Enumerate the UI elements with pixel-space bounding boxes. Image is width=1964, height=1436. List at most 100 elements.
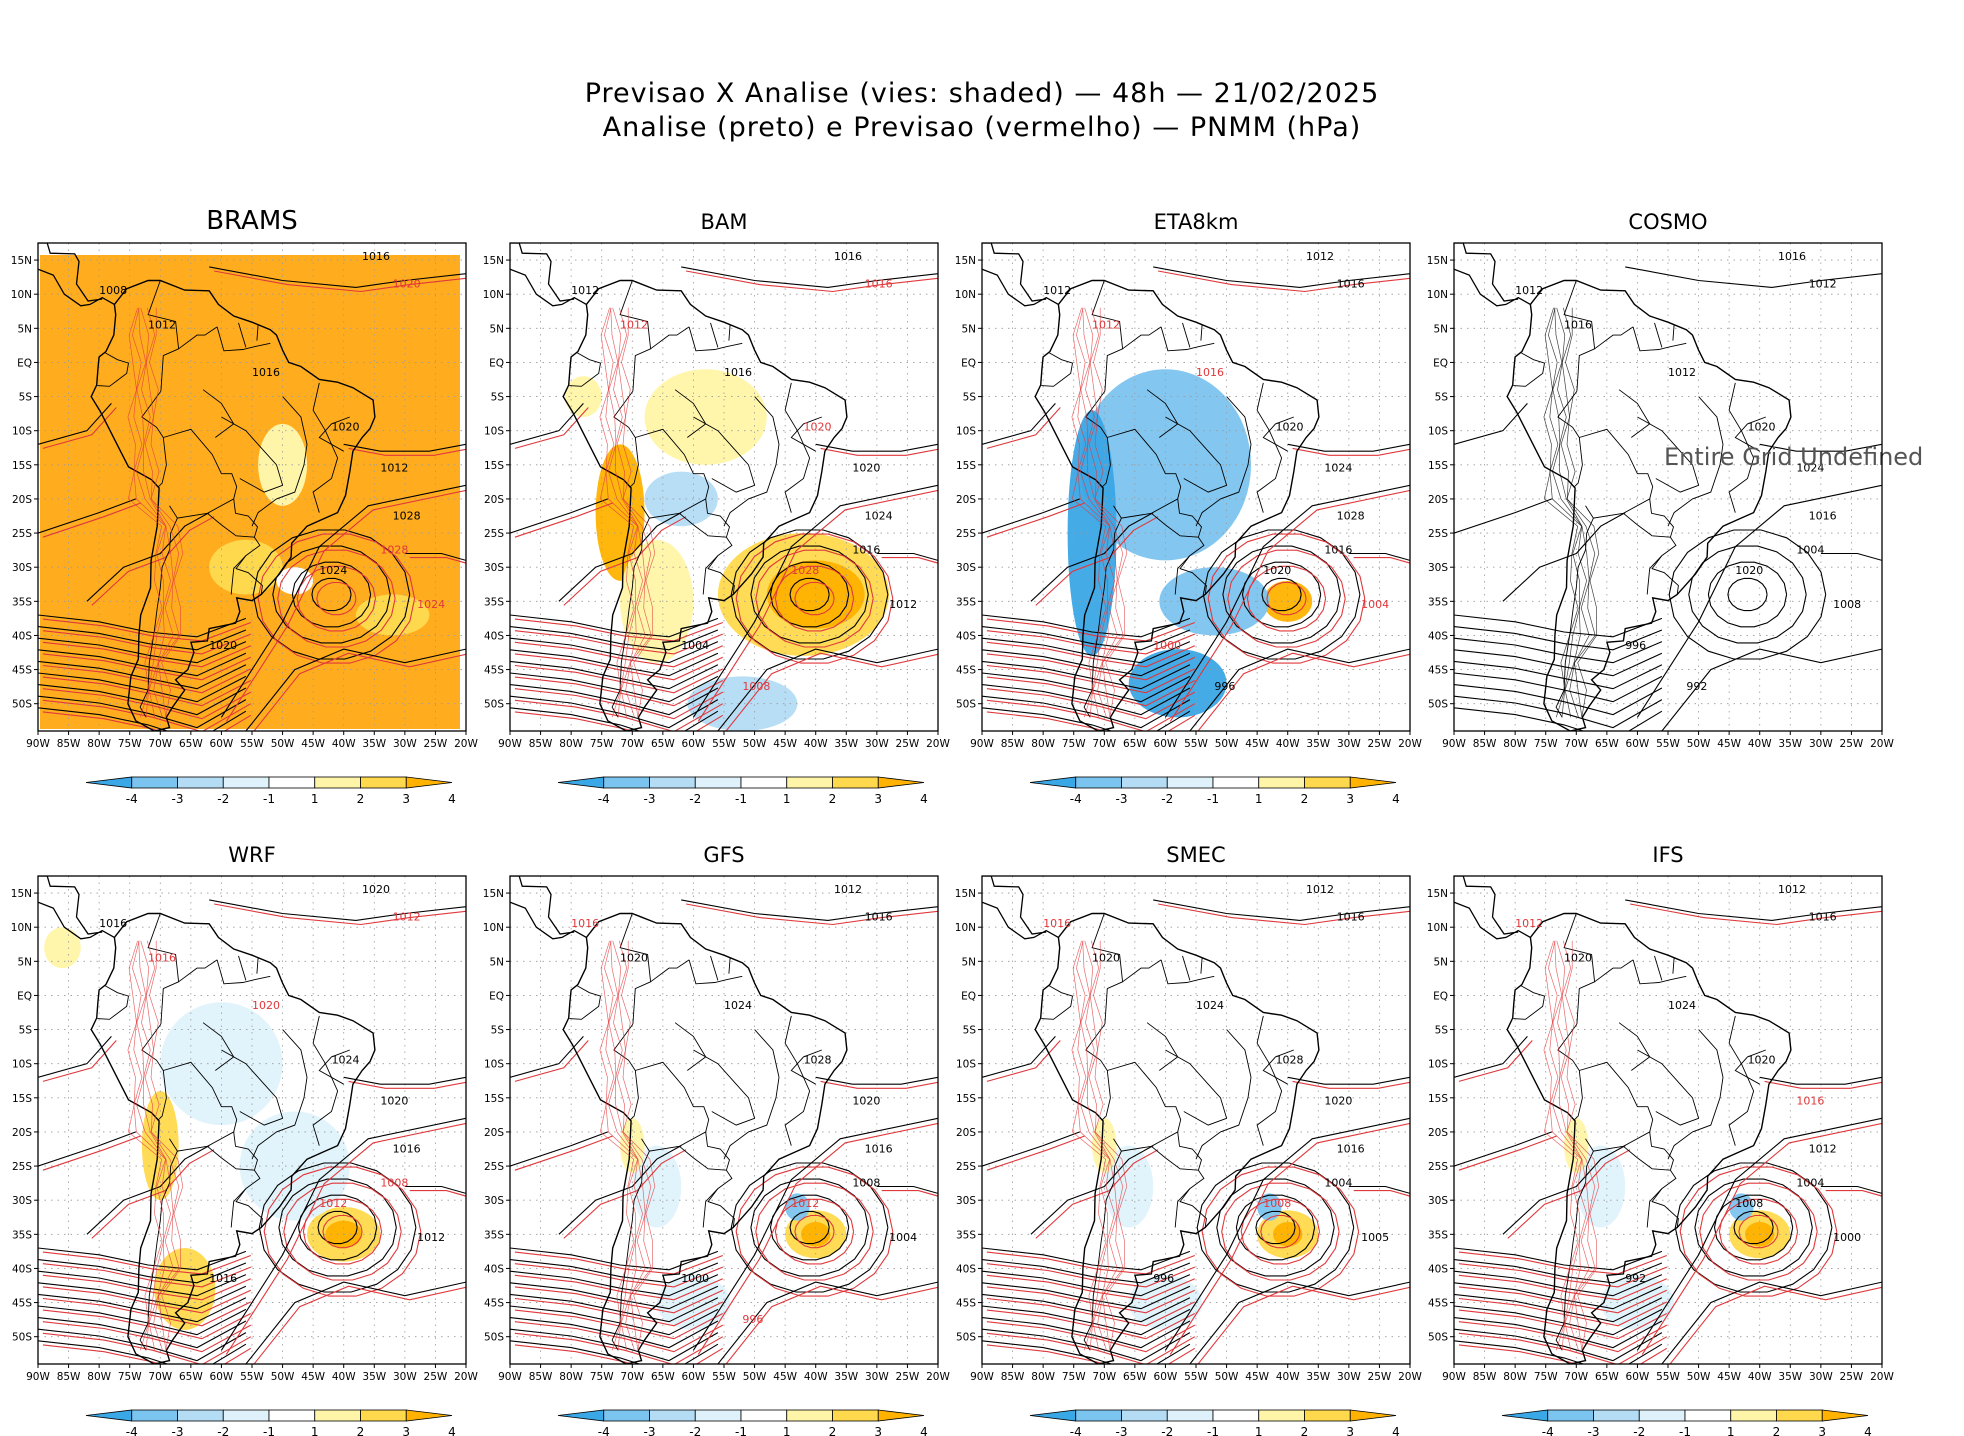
colorbar-swatch bbox=[1547, 1409, 1594, 1422]
lon-tick-label: 80W bbox=[1503, 1371, 1527, 1383]
lat-tick-label: 25S bbox=[956, 1161, 976, 1173]
analysis-isobar bbox=[982, 403, 1056, 445]
analysis-isobar bbox=[730, 1162, 889, 1293]
lat-tick-label: 10N bbox=[1427, 289, 1448, 301]
isobar-label: 1012 bbox=[1043, 284, 1071, 297]
colorbar-swatch bbox=[1029, 1409, 1077, 1422]
isobar-label: 1004 bbox=[889, 1231, 917, 1244]
isobar-label: 1012 bbox=[620, 318, 648, 331]
lon-tick-label: 60W bbox=[1626, 738, 1650, 750]
lon-tick-label: 80W bbox=[1031, 1371, 1055, 1383]
south-america-coastline bbox=[90, 912, 376, 1364]
colorbar-swatch bbox=[603, 776, 650, 789]
lon-tick-label: 45W bbox=[773, 1371, 797, 1383]
panel-bam: BAM1016101610121012101610201020102410281… bbox=[483, 210, 951, 806]
analysis-isobar bbox=[510, 1293, 719, 1323]
andes-contour bbox=[1548, 940, 1583, 1351]
lat-tick-label: 35S bbox=[12, 596, 32, 608]
isobar-label: 996 bbox=[1153, 1272, 1174, 1285]
lon-tick-label: 60W bbox=[1154, 738, 1178, 750]
andes-contour bbox=[1543, 940, 1579, 1351]
analysis-isobar bbox=[1820, 1185, 1882, 1194]
country-border bbox=[1083, 517, 1122, 718]
lon-tick-label: 90W bbox=[1442, 738, 1466, 750]
analysis-isobar bbox=[510, 1328, 719, 1362]
lat-tick-label: 15S bbox=[484, 460, 504, 472]
analysis-isobar bbox=[1287, 1076, 1410, 1085]
analysis-isobar bbox=[1454, 1293, 1663, 1323]
country-border bbox=[1151, 1131, 1203, 1171]
forecast-isobar bbox=[735, 533, 894, 664]
country-border bbox=[147, 913, 180, 1025]
lon-tick-label: 70W bbox=[620, 1371, 644, 1383]
colorbar-label: -3 bbox=[644, 1425, 656, 1436]
lon-tick-label: 30W bbox=[393, 738, 417, 750]
lon-tick-label: 20W bbox=[1870, 738, 1894, 750]
lat-tick-label: 15N bbox=[955, 255, 976, 267]
analysis-isobar bbox=[220, 484, 466, 718]
lat-tick-label: 30S bbox=[12, 1195, 32, 1207]
andes-contour bbox=[1565, 940, 1600, 1351]
country-border bbox=[790, 416, 822, 452]
analysis-isobar bbox=[982, 1293, 1191, 1323]
panel-title: COSMO bbox=[1628, 210, 1707, 234]
forecast-isobar bbox=[1458, 1297, 1668, 1327]
isobar-label: 1016 bbox=[1564, 318, 1592, 331]
lat-tick-label: EQ bbox=[489, 357, 504, 369]
colorbar-swatch bbox=[1258, 1409, 1305, 1422]
south-america-coastline bbox=[90, 279, 376, 731]
andes-contour bbox=[1552, 307, 1587, 718]
isobar-label: 1024 bbox=[1324, 462, 1352, 475]
country-border bbox=[1623, 1131, 1675, 1171]
country-border bbox=[1151, 498, 1203, 538]
analysis-isobar bbox=[38, 660, 247, 690]
lat-tick-label: 10S bbox=[484, 426, 504, 438]
colorbar-label: 3 bbox=[874, 1425, 882, 1436]
analysis-isobar bbox=[297, 1194, 378, 1261]
andes-contour bbox=[144, 307, 180, 718]
colorbar-label: 2 bbox=[1301, 1425, 1309, 1436]
analysis-isobar bbox=[311, 577, 352, 612]
analysis-isobar bbox=[876, 1185, 938, 1194]
analysis-isobar bbox=[510, 1036, 584, 1078]
isobar-label: 1016 bbox=[865, 1142, 893, 1155]
forecast-isobar bbox=[685, 903, 938, 926]
colorbar-label: 2 bbox=[1301, 792, 1309, 806]
lat-tick-label: 40S bbox=[12, 1263, 32, 1275]
lon-tick-label: 45W bbox=[1245, 1371, 1269, 1383]
andes-contour bbox=[616, 940, 652, 1351]
lon-tick-label: 50W bbox=[1215, 738, 1239, 750]
isobar-label: 1024 bbox=[724, 999, 752, 1012]
analysis-isobar bbox=[1625, 266, 1882, 288]
andes-contour bbox=[1080, 307, 1115, 718]
lat-tick-label: 15N bbox=[1427, 888, 1448, 900]
country-border bbox=[784, 1015, 811, 1146]
country-border bbox=[569, 352, 602, 387]
lon-tick-label: 70W bbox=[1564, 738, 1588, 750]
forecast-isobar bbox=[1197, 652, 1410, 731]
country-border bbox=[1646, 536, 1677, 595]
lon-tick-label: 75W bbox=[118, 1371, 142, 1383]
country-border bbox=[97, 985, 130, 1020]
colorbar-label: 3 bbox=[1818, 1425, 1826, 1436]
lat-tick-label: 15S bbox=[12, 1093, 32, 1105]
lon-tick-label: 55W bbox=[1184, 738, 1208, 750]
andes-contour bbox=[149, 307, 184, 718]
country-border bbox=[1160, 326, 1215, 352]
isobar-label: 1016 bbox=[571, 917, 599, 930]
country-border bbox=[1200, 957, 1203, 974]
central-america-coastline bbox=[510, 876, 587, 940]
analysis-isobar bbox=[404, 552, 466, 561]
map-area: 1020 1012 1016 1016 1020 1024 1020 1016 1012 1008… bbox=[38, 876, 466, 1364]
forecast-isobar bbox=[514, 1263, 724, 1288]
forecast-isobar bbox=[1458, 1135, 1557, 1171]
lon-tick-label: 65W bbox=[179, 738, 203, 750]
panel-brams: BRAMS 1016 1020 1008 1012 1016 1020 1012 1028 102… bbox=[11, 206, 479, 806]
forecast-isobar bbox=[685, 270, 938, 293]
forecast-isobar bbox=[42, 630, 252, 655]
analysis-isobar bbox=[982, 498, 1080, 534]
lat-tick-label: 30S bbox=[956, 562, 976, 574]
lat-tick-label: 15N bbox=[11, 888, 32, 900]
analysis-isobar bbox=[692, 484, 938, 718]
analysis-isobar bbox=[1454, 649, 1663, 677]
